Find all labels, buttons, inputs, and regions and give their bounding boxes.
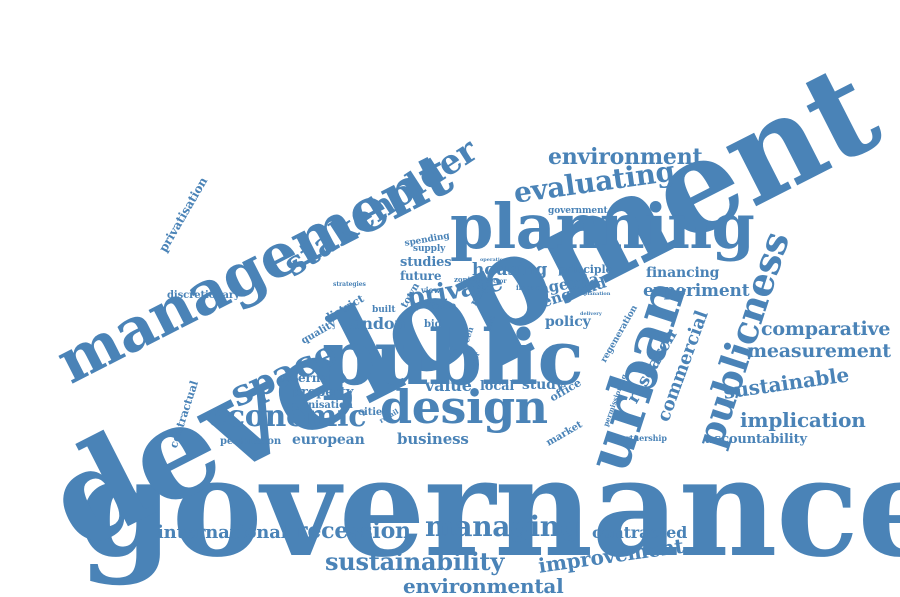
- word-view: view: [421, 286, 440, 294]
- word-recession: recession: [296, 520, 411, 542]
- word-explanation: explanation: [578, 292, 610, 297]
- word-future: future: [400, 270, 441, 282]
- word-international: international: [157, 524, 287, 542]
- word-experiment: experiment: [643, 283, 749, 300]
- word-implication: implication: [740, 410, 866, 430]
- word-environment: environment: [548, 146, 702, 168]
- word-comparative: comparative: [761, 320, 890, 339]
- word-london: london: [345, 316, 406, 332]
- word-accountability: accountability: [705, 433, 807, 446]
- word-financing: financing: [646, 266, 719, 280]
- word-sector: sector: [486, 279, 506, 285]
- word-strategies: strategies: [333, 282, 366, 288]
- word-organisation: organisation: [283, 401, 353, 411]
- word-operation: operation: [480, 258, 507, 263]
- word-permission: permission: [220, 437, 281, 447]
- word-policy: policy: [545, 315, 591, 329]
- word-government: government: [548, 207, 608, 216]
- word-external: external: [278, 372, 332, 384]
- word-housing: housing: [472, 262, 547, 279]
- word-built: built: [372, 306, 395, 315]
- word-business: business: [397, 432, 469, 447]
- word-delivery: delivery: [580, 312, 602, 317]
- word-privatisation: privatisation: [157, 175, 209, 254]
- word-studies: studies: [400, 256, 451, 269]
- word-partnership: partnership: [615, 434, 667, 442]
- word-case: case: [432, 302, 456, 312]
- word-european: european: [292, 433, 365, 447]
- word-sustainability: sustainability: [325, 550, 504, 574]
- word-zoning: zoning: [454, 276, 480, 283]
- word-local: local: [480, 380, 514, 393]
- word-value: value: [425, 378, 472, 394]
- word-contracted: contracted: [592, 525, 687, 541]
- word-environmental: environmental: [403, 576, 564, 596]
- word-bid: bid: [424, 320, 441, 330]
- word-measurement: measurement: [747, 342, 891, 361]
- word-principle: principle: [558, 264, 612, 275]
- word-property: property: [292, 386, 353, 399]
- word-managing: managing: [425, 513, 579, 541]
- word-impact: impact: [516, 284, 543, 291]
- word-discretionary: discretionary: [167, 291, 240, 301]
